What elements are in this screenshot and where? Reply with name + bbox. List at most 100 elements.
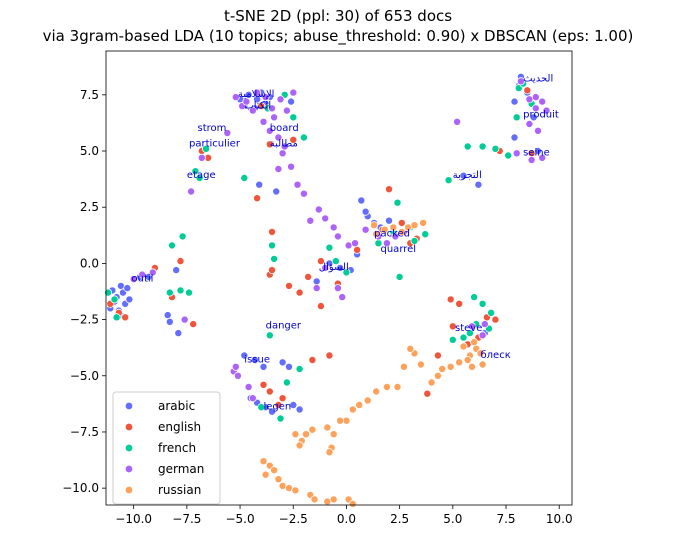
point-arabic-27 — [255, 180, 264, 189]
point-french-21 — [257, 403, 266, 412]
point-french-34 — [478, 142, 487, 151]
x-tick-label: 0.0 — [337, 512, 356, 526]
point-russian-18 — [382, 382, 391, 391]
point-russian-55 — [372, 230, 381, 239]
point-french-36 — [504, 151, 513, 160]
point-english-8 — [265, 140, 274, 149]
point-french-41 — [470, 293, 479, 302]
y-tick-label: −2.5 — [70, 313, 99, 327]
point-french-10 — [201, 144, 210, 153]
point-russian-24 — [336, 416, 345, 425]
point-english-23 — [278, 394, 287, 403]
legend-label-english: english — [158, 420, 201, 434]
point-russian-28 — [291, 430, 300, 439]
point-french-16 — [265, 331, 274, 340]
point-french-29 — [395, 272, 404, 281]
point-russian-26 — [308, 425, 317, 434]
annotation-label: danger — [266, 321, 302, 332]
point-german-17 — [287, 162, 296, 171]
point-russian-21 — [355, 400, 364, 409]
point-russian-33 — [325, 448, 334, 457]
point-english-45 — [316, 257, 325, 266]
annotation-label: seine — [523, 148, 550, 159]
point-russian-5 — [459, 342, 468, 351]
point-arabic-30 — [240, 351, 249, 360]
annotation-label: legen — [264, 402, 292, 413]
y-tick-label: 7.5 — [80, 88, 99, 102]
point-english-30 — [353, 245, 362, 254]
point-german-23 — [148, 268, 157, 277]
point-french-9 — [195, 173, 204, 182]
point-arabic-56 — [510, 97, 519, 106]
point-arabic-9 — [125, 295, 134, 304]
point-russian-13 — [416, 360, 425, 369]
point-french-25 — [342, 268, 351, 277]
annotation-label: steve — [455, 323, 482, 334]
point-german-9 — [289, 88, 298, 97]
annotation-label: particulier — [189, 139, 241, 150]
points-layer — [104, 72, 551, 508]
point-german-39 — [321, 263, 330, 272]
point-russian-54 — [419, 218, 428, 227]
point-russian-15 — [406, 344, 415, 353]
point-russian-47 — [348, 499, 357, 508]
point-german-19 — [299, 189, 308, 198]
point-arabic-32 — [284, 362, 293, 371]
point-russian-25 — [323, 423, 332, 432]
x-axis: −10.0 −7.5 −5.0 −2.5 0.0 2.5 5.0 7.5 10.0 — [115, 505, 573, 526]
point-german-40 — [312, 284, 321, 293]
point-russian-7 — [470, 338, 479, 347]
point-german-54 — [525, 120, 534, 129]
point-german-53 — [531, 104, 540, 113]
point-german-11 — [265, 126, 274, 135]
point-russian-50 — [389, 223, 398, 232]
point-german-0 — [231, 93, 240, 102]
y-tick-label: −5.0 — [70, 369, 99, 383]
point-german-16 — [274, 164, 283, 173]
annotation-label: board — [270, 123, 299, 134]
x-tick-label: −10.0 — [115, 512, 152, 526]
point-german-55 — [534, 126, 543, 135]
point-french-2 — [112, 313, 121, 322]
point-french-14 — [299, 133, 308, 142]
point-german-41 — [338, 293, 347, 302]
point-french-26 — [393, 198, 402, 207]
point-french-33 — [463, 142, 472, 151]
x-tick-label: −2.5 — [279, 512, 308, 526]
point-german-22 — [187, 187, 196, 196]
point-german-62 — [480, 320, 489, 329]
point-russian-3 — [478, 360, 487, 369]
point-russian-43 — [310, 495, 319, 504]
point-russian-6 — [463, 355, 472, 364]
y-tick-label: 5.0 — [80, 144, 99, 158]
point-german-25 — [129, 275, 138, 284]
point-russian-22 — [348, 405, 357, 414]
point-french-5 — [184, 288, 193, 297]
point-french-15 — [240, 173, 249, 182]
point-french-13 — [289, 113, 298, 122]
point-german-31 — [231, 362, 240, 371]
point-german-14 — [270, 113, 279, 122]
point-russian-38 — [274, 475, 283, 484]
point-english-34 — [491, 315, 500, 324]
x-tick-label: 2.5 — [390, 512, 409, 526]
annotation-label: quarrel — [381, 244, 417, 255]
point-english-2 — [121, 313, 130, 322]
point-german-57 — [527, 155, 536, 164]
point-russian-34 — [259, 457, 268, 466]
point-french-40 — [512, 113, 521, 122]
point-russian-10 — [438, 364, 447, 373]
point-french-19 — [295, 364, 304, 373]
point-german-58 — [512, 149, 521, 158]
point-german-6 — [267, 104, 276, 113]
annotation-label: الكتاب — [244, 100, 271, 111]
x-tick-label: −5.0 — [225, 512, 254, 526]
point-arabic-50 — [459, 171, 468, 180]
point-russian-37 — [261, 470, 270, 479]
point-arabic-25 — [287, 97, 296, 106]
point-arabic-37 — [289, 400, 298, 409]
point-arabic-29 — [259, 362, 268, 371]
legend-marker-arabic — [124, 401, 134, 411]
point-english-20 — [259, 380, 268, 389]
point-english-6 — [189, 320, 198, 329]
